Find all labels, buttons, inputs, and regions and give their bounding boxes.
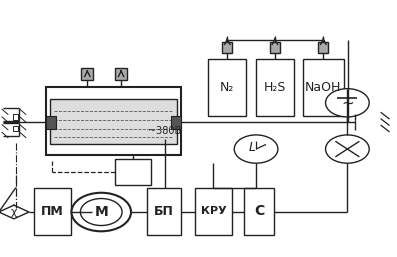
Bar xyxy=(115,68,127,80)
Text: ~: ~ xyxy=(341,95,354,110)
Text: ПМ: ПМ xyxy=(41,205,64,218)
Bar xyxy=(13,126,18,131)
Bar xyxy=(50,99,177,144)
Bar xyxy=(208,59,246,116)
Bar xyxy=(318,42,328,53)
Bar xyxy=(256,59,294,116)
Text: χ: χ xyxy=(11,207,17,217)
Text: N₂: N₂ xyxy=(220,81,235,94)
Circle shape xyxy=(71,193,131,231)
Bar xyxy=(195,188,232,235)
Bar xyxy=(46,116,56,128)
Bar xyxy=(244,188,274,235)
Text: М: М xyxy=(94,205,108,219)
Circle shape xyxy=(80,198,122,226)
Circle shape xyxy=(234,135,278,163)
Bar xyxy=(222,42,232,53)
Bar xyxy=(115,159,151,185)
Text: КРУ: КРУ xyxy=(200,206,226,216)
Bar xyxy=(270,42,280,53)
Bar xyxy=(81,68,93,80)
Bar xyxy=(171,116,181,128)
Bar xyxy=(147,188,181,235)
Text: С: С xyxy=(254,204,264,218)
Circle shape xyxy=(326,135,369,163)
Bar xyxy=(13,114,18,120)
Circle shape xyxy=(326,89,369,117)
Text: БП: БП xyxy=(154,205,174,218)
Text: H₂S: H₂S xyxy=(264,81,286,94)
Text: ~380B: ~380B xyxy=(148,126,181,136)
Bar xyxy=(303,59,344,116)
Text: NaOH: NaOH xyxy=(305,81,341,94)
Text: L: L xyxy=(249,141,256,154)
Bar xyxy=(34,188,71,235)
Bar xyxy=(46,87,181,155)
